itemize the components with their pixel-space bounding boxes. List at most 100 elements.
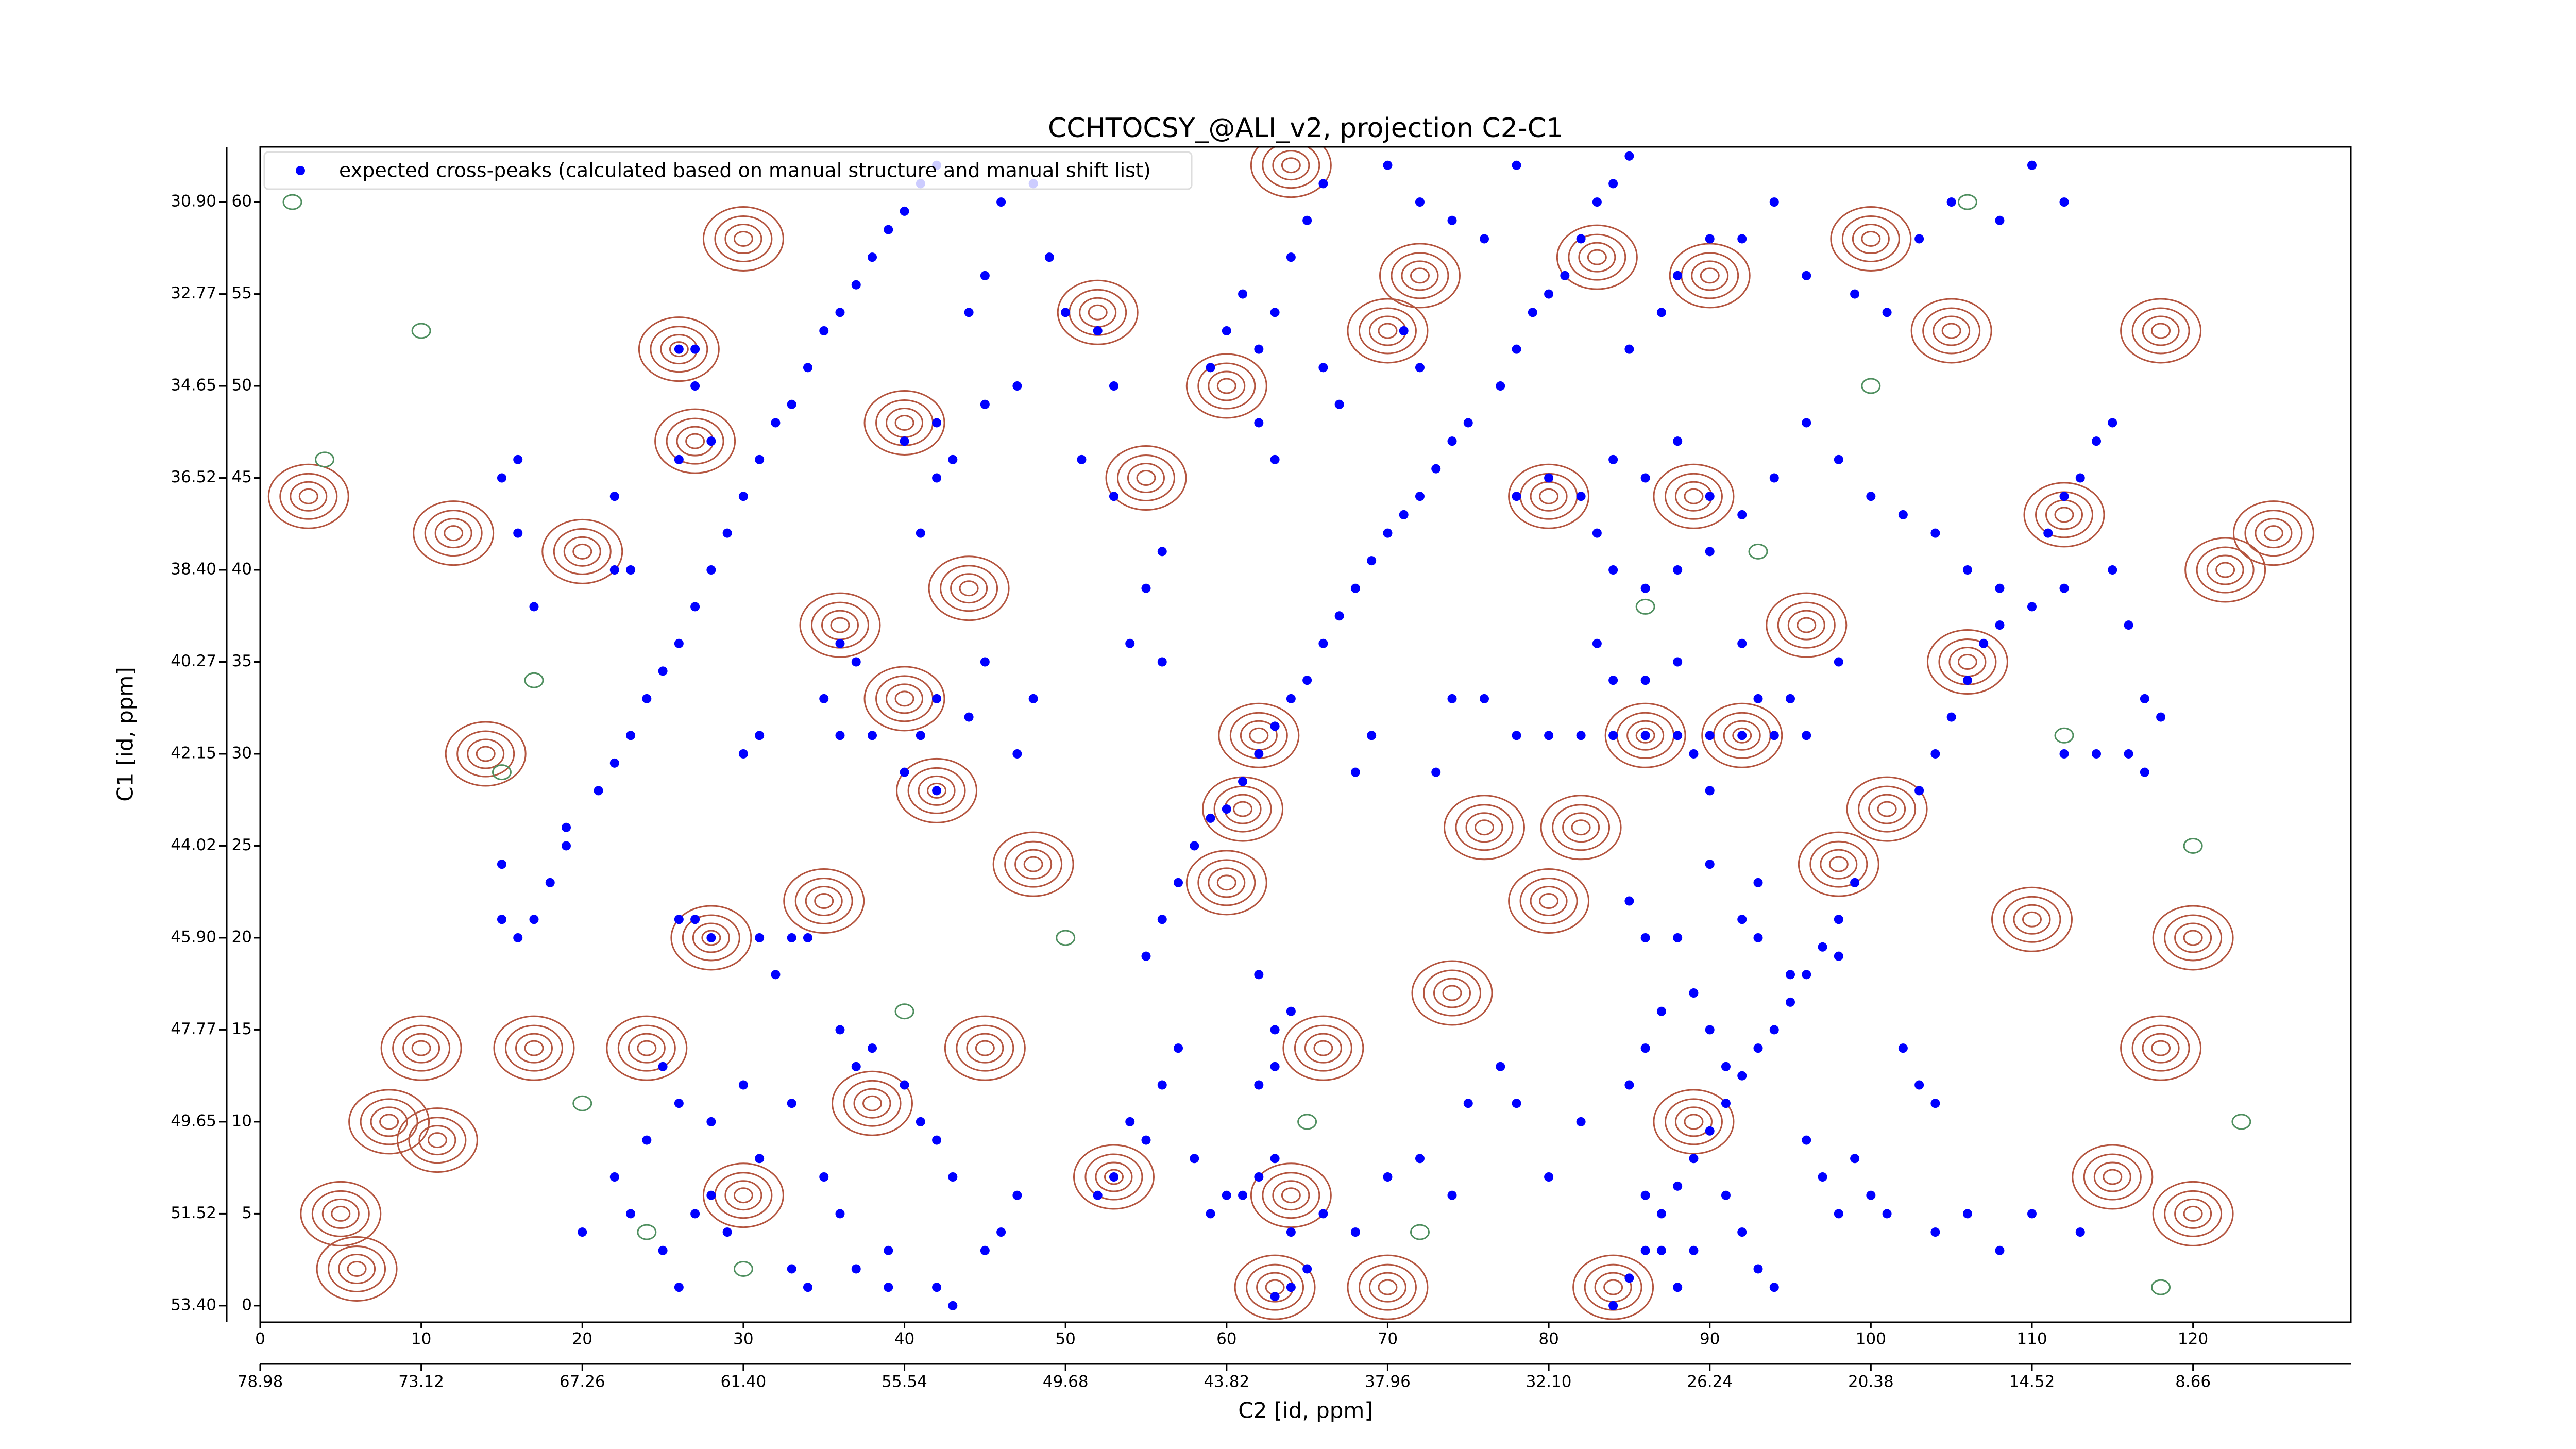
contour-ring	[1411, 960, 1493, 1026]
contour-ring	[2183, 837, 2203, 854]
cross-peak	[980, 657, 990, 667]
cross-peak	[1624, 344, 1634, 354]
cross-peak	[868, 731, 877, 740]
cross-peak	[884, 225, 893, 234]
cross-peak	[1093, 326, 1103, 335]
x-tick-label: 0	[255, 1330, 265, 1349]
contour-ring	[1691, 260, 1729, 291]
cross-peak	[1640, 1245, 1650, 1255]
cross-peak	[690, 1209, 700, 1219]
cross-peak	[1383, 528, 1393, 538]
x-tick-label: 110	[2016, 1330, 2047, 1349]
contours	[267, 147, 2314, 1320]
cross-peak	[1431, 767, 1441, 777]
cross-peak	[900, 1080, 909, 1090]
contour-ring	[830, 617, 850, 633]
contour-ring	[348, 1089, 430, 1155]
contour-ring	[1297, 1114, 1317, 1130]
cross-peak	[1656, 308, 1666, 317]
contour-ring	[1358, 307, 1417, 355]
y2-tick-label: 53.40	[171, 1295, 216, 1314]
contour-ring	[1216, 378, 1236, 394]
cross-peak	[1786, 997, 1795, 1007]
contour-ring	[1455, 804, 1514, 851]
cross-peak	[1399, 510, 1409, 519]
cross-peak	[626, 731, 636, 740]
cross-peak	[1946, 712, 1956, 722]
cross-peak	[787, 399, 796, 409]
contour-ring	[1861, 230, 1881, 247]
cross-peak	[2124, 749, 2133, 759]
cross-peak	[868, 1043, 877, 1053]
contour-ring	[1023, 856, 1043, 872]
cross-peak	[1141, 1135, 1151, 1145]
contour-ring	[1820, 849, 1858, 880]
y-tick-label: 15	[232, 1020, 252, 1038]
cross-peak	[980, 399, 990, 409]
cross-peak	[1544, 473, 1554, 483]
contour-ring	[1104, 1169, 1124, 1185]
cross-peak	[2075, 1227, 2085, 1237]
cross-peak	[1850, 878, 1860, 887]
cross-peak	[1415, 492, 1425, 501]
cross-peak	[497, 915, 506, 924]
x-tick-label: 20	[572, 1330, 592, 1349]
cross-peak	[1109, 381, 1118, 391]
x2-tick-label: 14.52	[2009, 1373, 2055, 1391]
cross-peak	[690, 915, 700, 924]
cross-peak	[1786, 970, 1795, 980]
y-tick-label: 60	[232, 192, 252, 211]
cross-peak	[851, 1062, 861, 1071]
contour-ring	[1587, 249, 1607, 265]
contour-ring	[2174, 922, 2212, 953]
cross-peak	[706, 1117, 716, 1126]
cross-peak	[674, 1283, 684, 1292]
contour-ring	[1442, 985, 1462, 1001]
contour-ring	[321, 1198, 360, 1229]
cross-peak	[1640, 583, 1650, 593]
cross-peak	[1962, 1209, 1972, 1219]
cross-peak	[1254, 418, 1264, 428]
x-tick-label: 30	[733, 1330, 753, 1349]
cross-peak	[674, 344, 684, 354]
contour-ring	[411, 1040, 431, 1056]
cross-peak	[1415, 363, 1425, 373]
cross-peak	[900, 436, 909, 446]
cross-peak	[1383, 160, 1393, 170]
cross-peak	[771, 418, 781, 428]
contour-ring	[894, 690, 914, 707]
cross-peak	[1866, 492, 1876, 501]
contour-ring	[654, 408, 736, 474]
contour-ring	[783, 868, 865, 934]
cross-peak	[1962, 565, 1972, 575]
contour-ring	[2164, 914, 2223, 962]
contour-ring	[434, 518, 472, 549]
cross-peak	[1222, 326, 1231, 335]
contour-ring	[1358, 1263, 1417, 1311]
x2-tick-label: 8.66	[2175, 1373, 2211, 1391]
contour-ring	[992, 831, 1074, 897]
contour-ring	[1674, 1106, 1713, 1137]
cross-peak	[626, 1209, 636, 1219]
cross-peak	[1656, 1006, 1666, 1016]
contour-ring	[2152, 1181, 2234, 1246]
y-tick-label: 40	[232, 560, 252, 579]
contour-ring	[1809, 840, 1868, 888]
contour-ring	[724, 1180, 762, 1211]
cross-peak	[1318, 179, 1328, 189]
cross-peak	[1705, 234, 1715, 244]
contour-ring	[2196, 546, 2255, 594]
cross-peak	[1109, 492, 1118, 501]
cross-peak	[497, 860, 506, 869]
cross-peak	[1689, 1245, 1699, 1255]
contour-ring	[1347, 1254, 1429, 1320]
contour-ring	[1105, 445, 1187, 511]
cross-peak	[964, 712, 974, 722]
cross-peak	[1640, 933, 1650, 942]
contour-ring	[2054, 727, 2074, 744]
contour-ring	[2174, 1198, 2212, 1229]
contour-ring	[300, 1181, 382, 1246]
cross-peak	[1270, 1292, 1280, 1302]
contour-ring	[814, 893, 834, 909]
